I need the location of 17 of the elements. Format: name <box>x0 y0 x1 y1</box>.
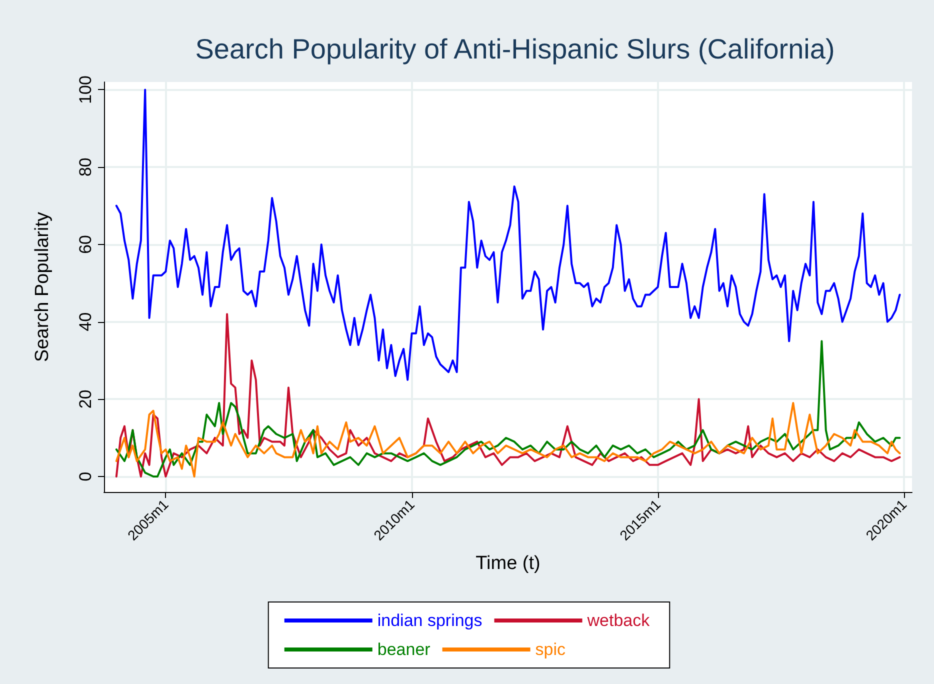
y-tick-label: 80 <box>76 158 95 177</box>
y-tick-label: 60 <box>76 234 95 254</box>
y-tick-label: 20 <box>76 390 95 409</box>
y-tick-label: 0 <box>76 472 95 482</box>
text: spic <box>535 640 566 659</box>
text: indian springs <box>377 611 482 630</box>
line-series <box>115 340 901 478</box>
line-series <box>115 88 901 381</box>
x-axis-title: Time (t) <box>476 553 540 574</box>
chart-title: Search Popularity of Anti-Hispanic Slurs (California) <box>195 34 835 64</box>
line-series <box>115 402 901 478</box>
y-tick-label: 40 <box>76 312 95 332</box>
line-series <box>115 313 901 478</box>
text: wetback <box>586 611 650 630</box>
y-tick-label: 100 <box>76 76 95 104</box>
text: beaner <box>377 640 431 659</box>
y-axis-title: Search Popularity <box>32 212 53 362</box>
